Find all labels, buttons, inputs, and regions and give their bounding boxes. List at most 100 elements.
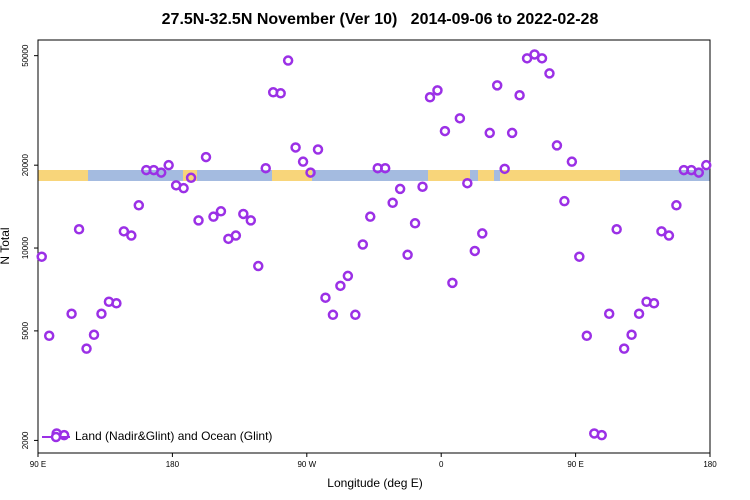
data-point (447, 277, 458, 289)
x-tick-label: 180 (166, 460, 180, 469)
data-point (365, 211, 376, 222)
land-band (272, 170, 312, 181)
data-point (118, 226, 130, 237)
data-point (230, 230, 242, 241)
y-tick-label: 50000 (21, 44, 30, 67)
data-point (603, 308, 615, 320)
data-point (178, 182, 189, 194)
land-band (38, 170, 88, 181)
land-band (183, 170, 197, 181)
data-point (193, 215, 204, 226)
data-point (656, 226, 667, 237)
data-point (238, 208, 249, 220)
data-point (36, 251, 47, 262)
data-point (81, 343, 92, 354)
data-point (484, 127, 495, 139)
data-point (342, 270, 354, 282)
y-tick-label: 2000 (21, 431, 30, 449)
chart-title: 27.5N-32.5N November (Ver 10) 2014-09-06… (162, 11, 599, 28)
data-point (566, 156, 578, 167)
land-band (478, 170, 494, 181)
data-point (88, 329, 100, 341)
data-point (618, 343, 630, 354)
data-point (574, 251, 585, 262)
data-point (536, 53, 548, 64)
data-point (126, 230, 137, 241)
data-point (163, 159, 174, 171)
x-tick-label: 90 E (30, 460, 46, 469)
data-point (312, 144, 324, 155)
data-point (611, 224, 622, 235)
data-point (417, 181, 428, 192)
data-point (379, 162, 391, 174)
data-point (462, 177, 473, 189)
data-point (297, 156, 309, 167)
y-tick-label: 5000 (21, 321, 30, 339)
ocean-band (38, 170, 710, 181)
plot-frame (37, 39, 711, 454)
data-point (559, 195, 570, 207)
data-point (693, 167, 705, 178)
data-point (43, 330, 55, 342)
land-band (428, 170, 470, 181)
data-point (335, 280, 346, 292)
data-point (514, 90, 525, 101)
data-point (66, 308, 77, 320)
data-point (648, 298, 660, 309)
y-tick-label: 10000 (21, 236, 30, 259)
y-tick-label: 20000 (21, 154, 30, 177)
data-point (596, 429, 607, 441)
data-point (439, 125, 451, 137)
legend-label: Land (Nadir&Glint) and Ocean (Glint) (75, 429, 272, 443)
data-point (551, 140, 563, 151)
data-point (701, 159, 712, 171)
data-point (327, 309, 339, 321)
data-point (96, 308, 107, 320)
data-point (477, 228, 488, 239)
data-point (275, 88, 286, 99)
x-tick-label: 180 (703, 460, 717, 469)
data-point (200, 151, 212, 163)
data-point (633, 308, 645, 320)
data-point (402, 249, 413, 261)
data-point (544, 68, 555, 79)
x-tick-label: 0 (439, 460, 444, 469)
data-point (506, 127, 518, 139)
data-point (491, 80, 503, 91)
data-point (432, 85, 443, 96)
data-point (663, 230, 675, 241)
data-point (208, 211, 219, 222)
data-point (387, 197, 398, 209)
y-axis-title: N Total (0, 227, 12, 264)
data-point (357, 239, 369, 250)
data-point (260, 162, 271, 174)
data-point (133, 200, 145, 211)
data-point (499, 163, 510, 175)
x-tick-label: 90 W (297, 460, 316, 469)
data-point (424, 92, 436, 103)
legend-marker (50, 431, 62, 443)
land-band (500, 170, 620, 181)
data-point (290, 142, 301, 153)
data-point (111, 298, 122, 309)
data-point (245, 215, 257, 226)
surface-band (38, 170, 710, 181)
data-point (320, 292, 331, 303)
data-point (73, 224, 85, 235)
data-point (282, 55, 294, 66)
data-point (305, 167, 316, 178)
data-point (215, 206, 227, 217)
data-point (581, 330, 593, 342)
data-point (155, 167, 167, 178)
data-point (253, 260, 264, 272)
data-point (626, 329, 637, 341)
x-tick-label: 90 E (567, 460, 583, 469)
data-point (671, 200, 682, 211)
data-point (350, 309, 361, 321)
data-point (394, 183, 406, 195)
data-point (409, 218, 421, 229)
x-axis-title: Longitude (deg E) (327, 476, 422, 490)
data-point (454, 113, 466, 124)
data-point (469, 245, 481, 257)
